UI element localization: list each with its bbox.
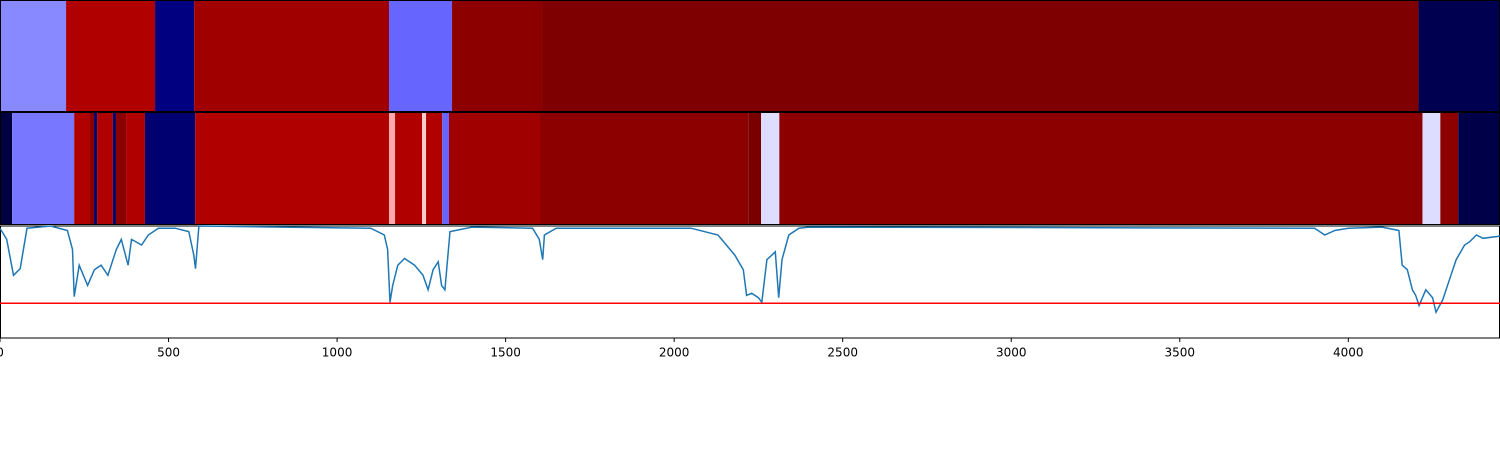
x-tick-label: 1000 bbox=[322, 346, 353, 360]
segment bbox=[66, 1, 156, 112]
x-tick-label: 500 bbox=[157, 346, 180, 360]
x-tick-label: 3000 bbox=[996, 346, 1027, 360]
segment bbox=[1422, 113, 1441, 225]
segment bbox=[97, 113, 113, 225]
segment bbox=[388, 113, 396, 225]
segment bbox=[90, 113, 95, 225]
segment bbox=[12, 113, 75, 225]
segment bbox=[442, 113, 449, 225]
segment bbox=[0, 1, 67, 112]
segment bbox=[542, 1, 1419, 112]
series-line bbox=[0, 225, 1500, 315]
segment bbox=[540, 113, 749, 225]
segment bbox=[452, 1, 543, 112]
segment bbox=[748, 113, 762, 225]
segment bbox=[0, 113, 13, 225]
x-tick-label: 1500 bbox=[490, 346, 521, 360]
segment bbox=[422, 113, 427, 225]
segment bbox=[1458, 113, 1500, 225]
segment bbox=[388, 1, 453, 112]
segment bbox=[779, 113, 1423, 225]
segment bbox=[112, 113, 116, 225]
segment bbox=[74, 113, 90, 225]
x-tick-label: 3500 bbox=[1165, 346, 1196, 360]
segment bbox=[1440, 113, 1459, 225]
segment bbox=[395, 113, 423, 225]
segment bbox=[448, 113, 540, 225]
segment bbox=[115, 113, 127, 225]
segment bbox=[194, 1, 389, 112]
x-tick-label: 0 bbox=[0, 346, 4, 360]
panel-frame bbox=[0, 225, 1500, 339]
segment bbox=[144, 113, 196, 225]
segment bbox=[1418, 1, 1500, 112]
x-tick-label: 4000 bbox=[1333, 346, 1364, 360]
x-tick-label: 2500 bbox=[827, 346, 858, 360]
segment bbox=[94, 113, 98, 225]
x-tick-label: 2000 bbox=[659, 346, 690, 360]
segment bbox=[195, 113, 389, 225]
segment bbox=[426, 113, 443, 225]
segment bbox=[761, 113, 780, 225]
segment bbox=[126, 113, 145, 225]
segment bbox=[155, 1, 195, 112]
